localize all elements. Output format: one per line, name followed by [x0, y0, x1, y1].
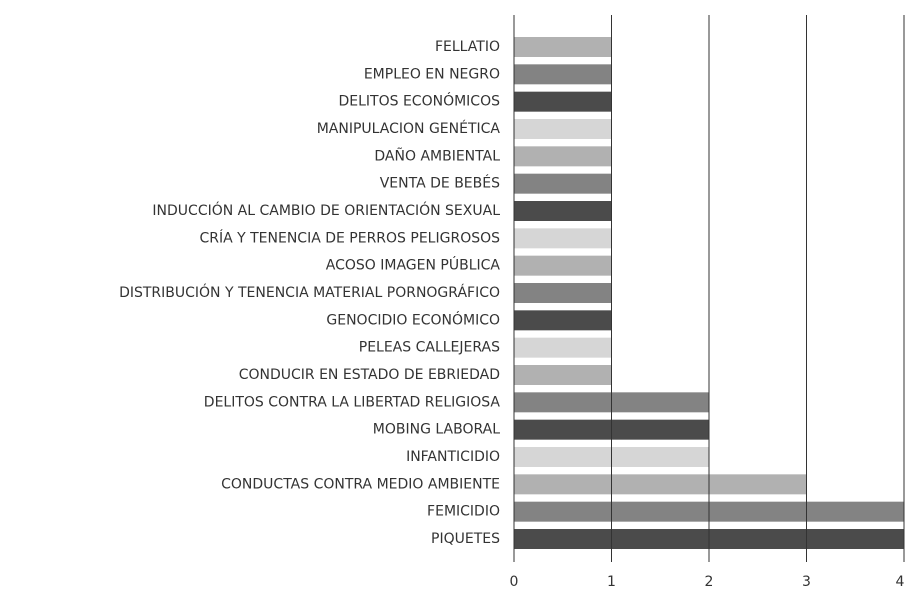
bar [514, 201, 612, 221]
x-tick-label: 1 [607, 574, 616, 590]
bar [514, 228, 612, 249]
bar [514, 64, 612, 85]
y-tick-label: CONDUCIR EN ESTADO DE EBRIEDAD [239, 367, 500, 383]
y-tick-label: DELITOS CONTRA LA LIBERTAD RELIGIOSA [204, 394, 501, 410]
y-tick-label: INDUCCIÓN AL CAMBIO DE ORIENTACIÓN SEXUA… [152, 201, 500, 219]
y-tick-label: PIQUETES [431, 531, 500, 547]
bar [514, 365, 612, 385]
bar [514, 337, 612, 358]
y-tick-label: GENOCIDIO ECONÓMICO [326, 310, 500, 328]
bar [514, 173, 612, 194]
bar [514, 146, 612, 167]
x-tick-label: 0 [510, 574, 519, 590]
y-tick-label: CRÍA Y TENENCIA DE PERROS PELIGROSOS [199, 229, 500, 246]
y-tick-label: ACOSO IMAGEN PÚBLICA [326, 256, 501, 274]
y-tick-label: VENTA DE BEBÉS [380, 175, 500, 192]
y-tick-label: CONDUCTAS CONTRA MEDIO AMBIENTE [221, 476, 500, 492]
bar [514, 255, 612, 276]
y-tick-label: FELLATIO [435, 39, 500, 55]
y-tick-label: INFANTICIDIO [406, 449, 500, 465]
bar [514, 119, 612, 139]
x-tick-label: 2 [705, 574, 714, 590]
y-tick-label: DELITOS ECONÓMICOS [339, 92, 501, 110]
bar [514, 474, 807, 495]
y-tick-label: PELEAS CALLEJERAS [359, 340, 500, 356]
bar [514, 283, 612, 303]
bar [514, 37, 612, 57]
x-tick-label: 3 [802, 574, 811, 590]
x-tick-label: 4 [896, 574, 905, 590]
y-tick-label: DAÑO AMBIENTAL [374, 147, 500, 164]
y-tick-label: EMPLEO EN NEGRO [364, 66, 500, 82]
bar [514, 91, 612, 112]
y-tick-label: MOBING LABORAL [373, 422, 500, 438]
bar [514, 310, 612, 331]
y-tick-label: FEMICIDIO [427, 504, 500, 520]
y-tick-label: DISTRIBUCIÓN Y TENENCIA MATERIAL PORNOGR… [119, 283, 500, 301]
y-tick-label: MANIPULACION GENÉTICA [317, 120, 501, 137]
